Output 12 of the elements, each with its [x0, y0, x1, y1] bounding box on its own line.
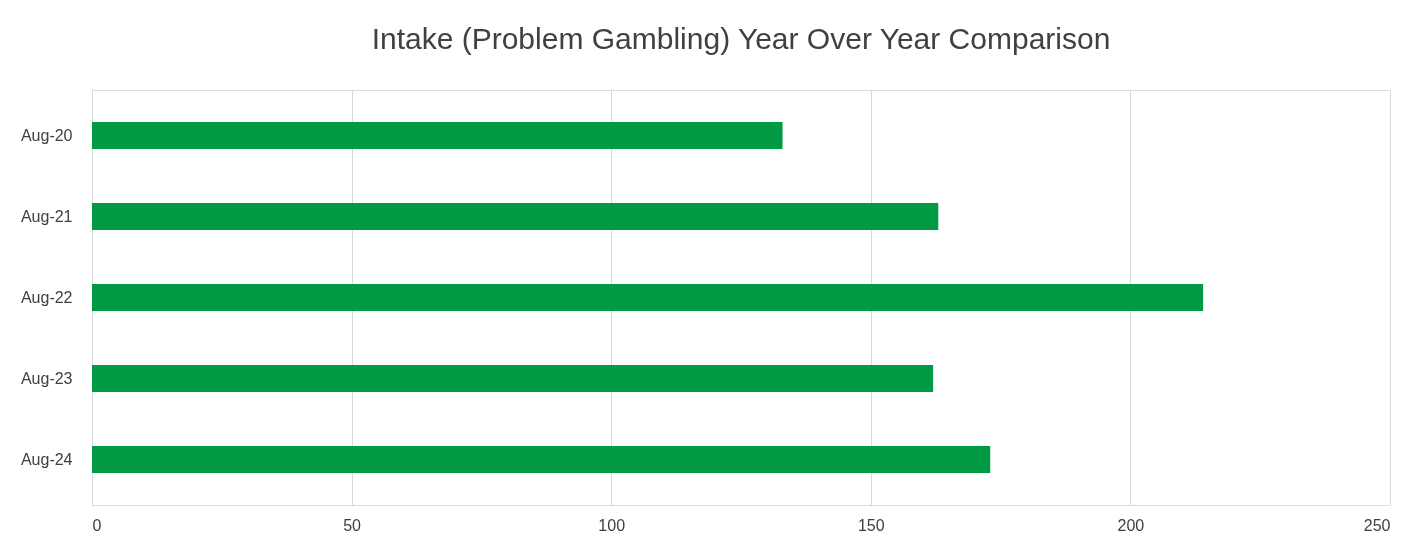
- y-tick-label: Aug-20: [20, 127, 73, 144]
- y-tick-label: Aug-22: [20, 289, 73, 306]
- y-tick-label: Aug-23: [20, 370, 73, 387]
- x-tick-label: 0: [92, 516, 102, 534]
- y-tick-label: Aug-24: [20, 451, 73, 468]
- x-tick-label: 200: [1117, 516, 1145, 534]
- chart-title: Intake (Problem Gambling) Year Over Year Comparison: [371, 22, 1111, 55]
- y-tick-label: Aug-21: [20, 208, 73, 225]
- x-tick-label: 250: [1363, 516, 1391, 534]
- x-tick-label: 100: [598, 516, 626, 534]
- x-tick-label: 150: [857, 516, 885, 534]
- x-tick-label: 50: [343, 516, 362, 534]
